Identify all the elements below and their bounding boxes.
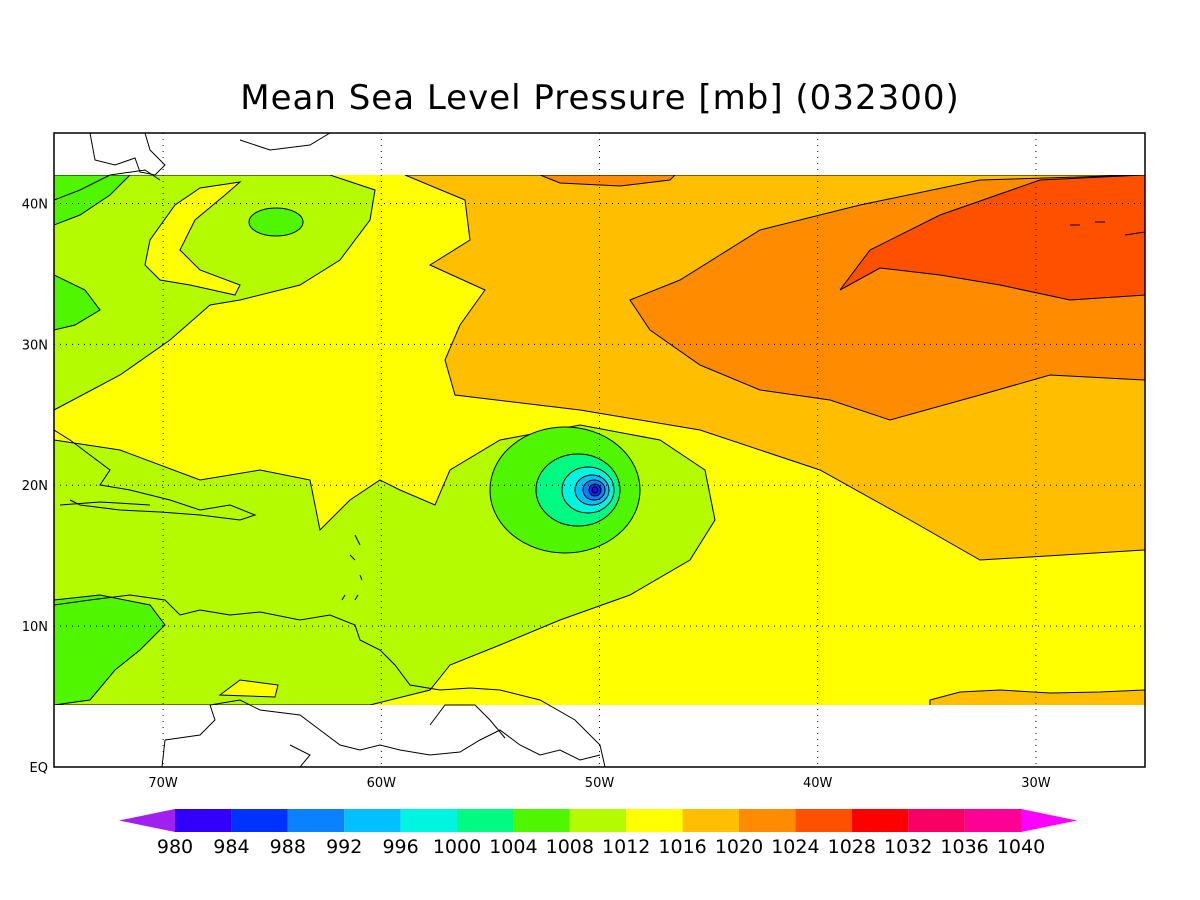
fill-1004-1008-nw — [248, 207, 304, 237]
colorbar-swatch — [287, 809, 345, 832]
colorbar-level-label: 1028 — [828, 836, 876, 858]
colorbar-swatch — [344, 809, 401, 832]
latitude-labels: EQ 10N 20N 30N 40N — [22, 197, 48, 776]
map-frame — [53, 132, 1146, 768]
grid-lines — [54, 133, 1145, 767]
colorbar-level-label: 988 — [270, 836, 306, 858]
colorbar-level-label: 996 — [382, 836, 418, 858]
lat-tick-label: 30N — [22, 338, 48, 353]
colorbar-swatch — [400, 809, 457, 832]
colorbar-level-label: 1016 — [658, 836, 706, 858]
fill-1016-1020-south — [929, 689, 1145, 705]
contour-fills — [54, 175, 1145, 705]
fill-1024-1028 — [839, 175, 1145, 301]
colorbar-level-label: 980 — [157, 836, 193, 858]
longitude-labels: 70W 60W 50W 40W 30W — [148, 776, 1050, 791]
colorbar — [119, 809, 1077, 832]
coastlines — [54, 133, 1145, 767]
lon-tick-label: 40W — [803, 776, 833, 791]
colorbar-swatch — [231, 809, 288, 832]
fill-980-984-storm — [591, 486, 599, 494]
colorbar-swatch — [908, 809, 965, 832]
chart-title: Mean Sea Level Pressure [mb] (032300) — [240, 78, 960, 118]
colorbar-swatch — [851, 809, 909, 832]
colorbar-arrow-high — [1021, 809, 1077, 832]
colorbar-labels: 980 984 988 992 996 1000 1004 1008 1012 1016 1020 1… — [157, 836, 1045, 858]
colorbar-swatch — [795, 809, 852, 832]
colorbar-swatch — [175, 809, 232, 832]
lon-tick-label: 60W — [367, 776, 397, 791]
lat-tick-label: 40N — [22, 197, 48, 212]
colorbar-swatch — [457, 809, 514, 832]
colorbar-swatch — [964, 809, 1021, 832]
fill-1012-1016-sa — [218, 679, 279, 698]
colorbar-swatch — [513, 809, 570, 832]
colorbar-level-label: 1024 — [771, 836, 819, 858]
colorbar-level-label: 1032 — [884, 836, 932, 858]
colorbar-level-label: 1012 — [602, 836, 650, 858]
colorbar-level-label: 984 — [213, 836, 249, 858]
fill-1004-1008-west-edge — [54, 274, 101, 331]
colorbar-swatch — [626, 809, 683, 832]
colorbar-level-label: 1004 — [489, 836, 537, 858]
colorbar-swatch — [569, 809, 627, 832]
colorbar-level-label: 1008 — [546, 836, 594, 858]
fill-1004-1008-coast — [54, 175, 131, 226]
colorbar-level-label: 1020 — [715, 836, 763, 858]
colorbar-swatch — [682, 809, 739, 832]
lon-tick-label: 50W — [585, 776, 615, 791]
colorbar-level-label: 1040 — [997, 836, 1045, 858]
fill-1004-1008-sa — [54, 594, 166, 705]
lon-tick-label: 70W — [148, 776, 178, 791]
fill-1008-1012-west — [54, 175, 376, 411]
lat-tick-label: 10N — [22, 620, 48, 635]
fill-1012-1016-nw-lobe — [144, 181, 242, 296]
lon-tick-label: 30W — [1021, 776, 1051, 791]
lat-tick-label: EQ — [30, 761, 48, 776]
colorbar-level-label: 1036 — [940, 836, 988, 858]
colorbar-swatch — [739, 809, 796, 832]
colorbar-level-label: 1000 — [433, 836, 481, 858]
fill-1020-1024-north — [539, 175, 676, 187]
colorbar-level-label: 992 — [326, 836, 362, 858]
lat-tick-label: 20N — [22, 479, 48, 494]
colorbar-arrow-low — [119, 809, 175, 832]
